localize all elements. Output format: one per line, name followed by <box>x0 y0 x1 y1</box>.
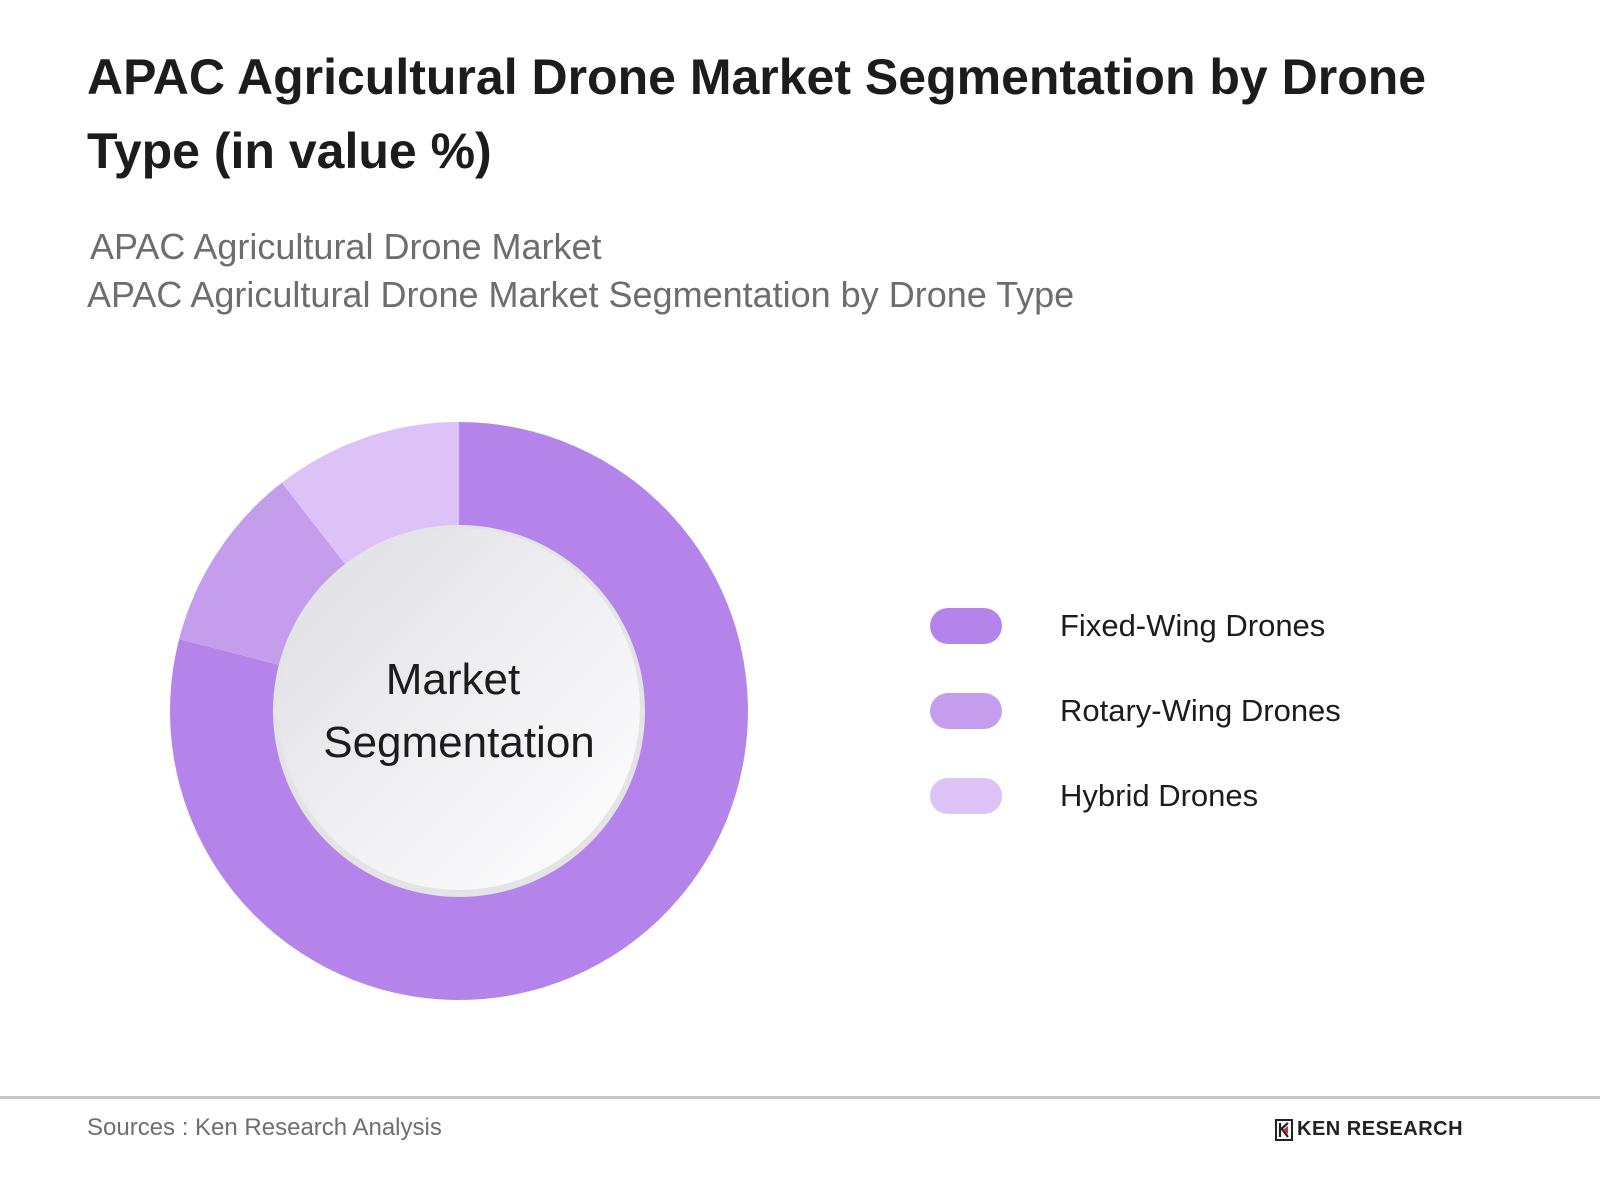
ken-research-logo-text: KEN RESEARCH <box>1297 1118 1464 1140</box>
legend-swatch-rotary-wing <box>930 693 1002 729</box>
legend-label-rotary-wing: Rotary-Wing Drones <box>1060 693 1341 728</box>
chart-subtitle-market: APAC Agricultural Drone Market <box>90 226 602 267</box>
legend-swatch-hybrid <box>930 778 1002 814</box>
chart-subtitle-segmentation: APAC Agricultural Drone Market Segmentat… <box>87 274 1075 315</box>
center-circle <box>278 528 640 890</box>
ken-research-logo-icon <box>1275 1118 1293 1141</box>
center-label-line2: Segmentation <box>323 718 595 767</box>
donut-chart: Market Segmentation <box>170 422 748 1000</box>
legend-swatch-fixed-wing <box>930 608 1002 644</box>
chart-legend: Fixed-Wing Drones Rotary-Wing Drones Hyb… <box>930 605 1341 860</box>
center-label-line1: Market <box>386 655 520 704</box>
ken-research-logo: KEN RESEARCH <box>1275 1118 1463 1141</box>
source-note: Sources : Ken Research Analysis <box>87 1114 442 1141</box>
legend-item-hybrid: Hybrid Drones <box>930 775 1341 817</box>
footer-divider <box>0 1096 1600 1099</box>
donut-segment-fixed-wing-drones <box>170 422 748 1000</box>
legend-item-rotary-wing: Rotary-Wing Drones <box>930 690 1341 732</box>
legend-label-hybrid: Hybrid Drones <box>1060 778 1259 813</box>
chart-title: APAC Agricultural Drone Market Segmentat… <box>87 49 1427 179</box>
legend-item-fixed-wing: Fixed-Wing Drones <box>930 605 1341 647</box>
legend-label-fixed-wing: Fixed-Wing Drones <box>1060 608 1326 643</box>
